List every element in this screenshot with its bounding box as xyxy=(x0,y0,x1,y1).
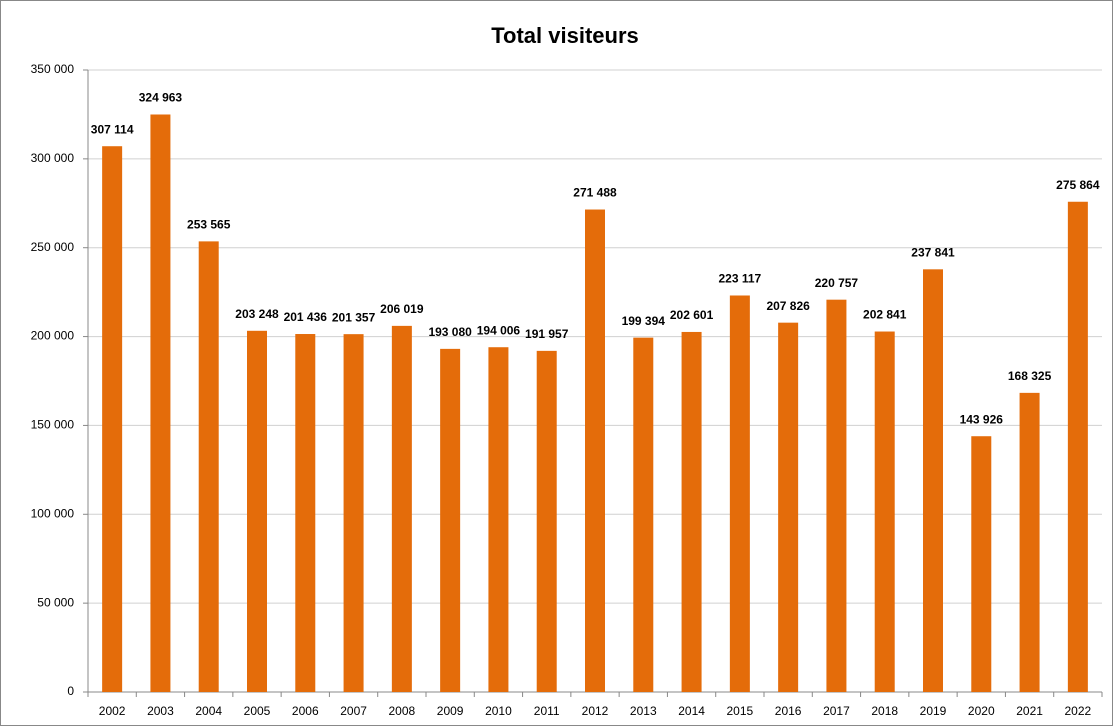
x-tick-label: 2010 xyxy=(485,704,512,718)
x-tick-label: 2013 xyxy=(630,704,657,718)
bar xyxy=(343,334,364,692)
bar xyxy=(391,325,412,692)
y-tick-label: 250 000 xyxy=(31,240,75,254)
x-tick-label: 2016 xyxy=(775,704,802,718)
value-label: 143 926 xyxy=(960,412,1004,426)
x-tick-label: 2019 xyxy=(920,704,947,718)
value-label: 202 601 xyxy=(670,308,714,322)
bar xyxy=(971,436,992,692)
x-tick-label: 2012 xyxy=(582,704,609,718)
y-tick-label: 0 xyxy=(67,684,74,698)
y-tick-label: 100 000 xyxy=(31,506,75,520)
x-tick-label: 2014 xyxy=(678,704,705,718)
x-tick-label: 2020 xyxy=(968,704,995,718)
value-label: 223 117 xyxy=(718,272,761,286)
bar xyxy=(923,269,943,692)
bar xyxy=(440,348,461,692)
y-tick-label: 300 000 xyxy=(31,151,75,165)
bar xyxy=(778,322,799,692)
chart-title: Total visiteurs xyxy=(491,23,639,48)
bar xyxy=(585,209,605,692)
y-tick-label: 350 000 xyxy=(31,62,75,76)
bar xyxy=(247,330,267,692)
value-label: 202 841 xyxy=(863,308,907,322)
x-tick-label: 2011 xyxy=(534,704,560,718)
value-label: 220 757 xyxy=(815,276,859,290)
y-tick-label: 50 000 xyxy=(37,595,74,609)
value-label: 193 080 xyxy=(428,325,472,339)
x-tick-label: 2018 xyxy=(871,704,898,718)
bar xyxy=(826,299,847,692)
value-label: 194 006 xyxy=(477,323,521,337)
x-tick-label: 2009 xyxy=(437,704,464,718)
value-label: 324 963 xyxy=(139,91,183,105)
value-label: 206 019 xyxy=(380,302,424,316)
value-label: 271 488 xyxy=(573,186,617,200)
bar xyxy=(681,331,702,692)
bar xyxy=(1019,392,1040,692)
value-label: 237 841 xyxy=(911,245,955,259)
value-label: 275 864 xyxy=(1056,178,1100,192)
bar xyxy=(102,146,123,693)
value-label: 199 394 xyxy=(622,314,666,328)
value-label: 207 826 xyxy=(766,299,810,313)
value-label: 201 436 xyxy=(284,310,328,324)
value-label: 203 248 xyxy=(235,307,279,321)
x-tick-label: 2003 xyxy=(147,704,174,718)
x-tick-label: 2006 xyxy=(292,704,319,718)
bar xyxy=(198,241,219,692)
value-label: 201 357 xyxy=(332,310,376,324)
bar xyxy=(150,114,171,692)
bar xyxy=(729,295,750,692)
x-tick-label: 2002 xyxy=(99,704,126,718)
x-tick-label: 2005 xyxy=(244,704,271,718)
value-label: 191 957 xyxy=(525,327,569,341)
x-tick-label: 2022 xyxy=(1065,704,1092,718)
x-tick-label: 2021 xyxy=(1016,704,1043,718)
x-tick-label: 2004 xyxy=(195,704,222,718)
x-tick-label: 2007 xyxy=(340,704,367,718)
x-tick-label: 2015 xyxy=(727,704,754,718)
bar xyxy=(488,347,509,692)
y-tick-label: 150 000 xyxy=(31,418,75,432)
bar xyxy=(536,350,557,692)
bar xyxy=(874,331,895,692)
value-label: 168 325 xyxy=(1008,369,1052,383)
value-label: 253 565 xyxy=(187,218,231,232)
x-tick-label: 2008 xyxy=(389,704,416,718)
bar xyxy=(633,337,654,692)
bar xyxy=(295,334,316,692)
x-tick-label: 2017 xyxy=(823,704,850,718)
bar xyxy=(1067,201,1088,693)
y-tick-label: 200 000 xyxy=(31,329,75,343)
value-label: 307 114 xyxy=(91,122,134,136)
